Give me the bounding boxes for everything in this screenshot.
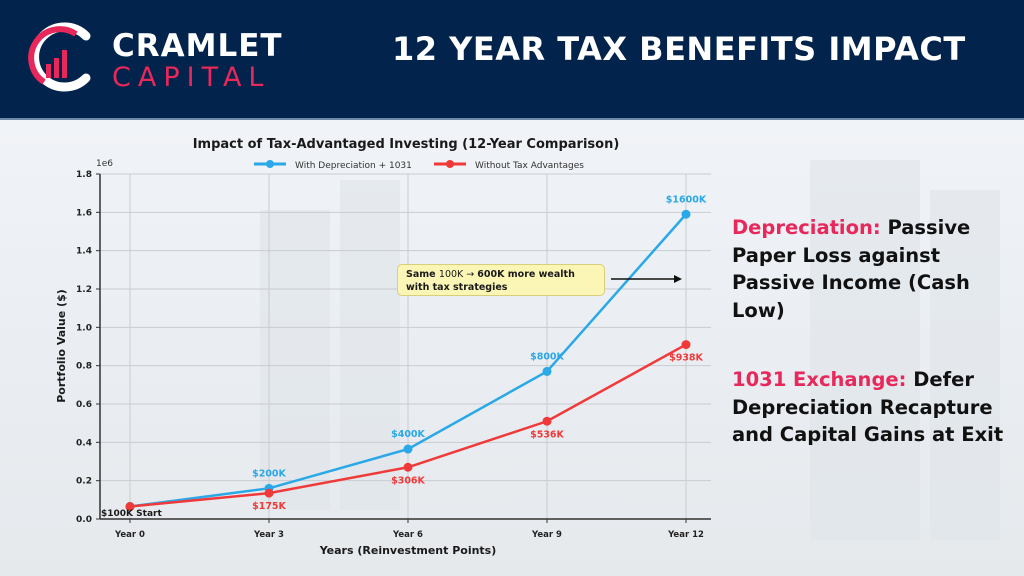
header-divider: [0, 118, 1024, 120]
series-without-tax-advantages-data-label: $175K: [252, 501, 286, 512]
x-tick-label: Year 3: [253, 530, 284, 540]
x-tick-label: Year 6: [392, 530, 423, 540]
series: [125, 209, 691, 512]
series-with-depreciation-data-label: $1600K: [666, 194, 707, 205]
series-with-depreciation-point: [681, 209, 691, 219]
header-bar: CRAMLET CAPITAL 12 YEAR TAX BENEFITS IMP…: [0, 0, 1024, 118]
annotation-box: Same 100K → 600K more wealth with tax st…: [397, 264, 605, 296]
series-with-depreciation-point: [542, 366, 552, 376]
page-title: 12 YEAR TAX BENEFITS IMPACT: [392, 30, 966, 68]
series-without-tax-advantages-point: [542, 416, 552, 426]
series-without-tax-advantages-point: [125, 502, 135, 512]
y-tick-label: 0.8: [76, 362, 92, 372]
legend-marker-with: [266, 160, 274, 168]
legend-label-with: With Depreciation + 1031: [295, 161, 412, 171]
y-tick-label: 0.6: [76, 400, 92, 410]
annotation-light: 100K →: [438, 269, 478, 280]
series-without-tax-advantages-point: [403, 462, 413, 472]
background-building: [930, 190, 1000, 540]
side-item-depreciation: Depreciation: Passive Paper Loss against…: [732, 214, 1012, 324]
series-without-tax-advantages-point: [264, 488, 274, 498]
x-axis-label: Years (Reinvestment Points): [319, 544, 497, 557]
series-with-depreciation-data-label: $400K: [391, 429, 425, 440]
annotation-prefix: Same: [406, 269, 439, 280]
side-text: Passive Paper Loss against Passive Incom…: [732, 216, 971, 322]
y-tick-label: 1.8: [76, 170, 92, 180]
y-tick-label: 1.6: [76, 208, 92, 218]
data-labels: $200K $400K $800K $1600K $175K $306K $536K $938…: [252, 194, 707, 512]
series-with-depreciation-data-label: $200K: [252, 468, 286, 479]
y-tick-label: 0.0: [76, 515, 92, 525]
series-with-depreciation-point: [403, 444, 413, 454]
annotation-arrow: [611, 275, 682, 283]
cramlet-logo-icon: [28, 22, 91, 92]
y-tick-label: 1.2: [76, 285, 92, 295]
series-without-tax-advantages-data-label: $938K: [669, 353, 703, 364]
legend-label-without: Without Tax Advantages: [475, 161, 584, 171]
side-text: Defer Depreciation Recapture and Capital…: [732, 368, 1004, 446]
side-item-1031-exchange: 1031 Exchange: Defer Depreciation Recapt…: [732, 366, 1012, 449]
x-tick-label: Year 0: [114, 530, 145, 540]
y-offset-label: 1e6: [96, 159, 113, 169]
brand-name: CRAMLET: [112, 28, 283, 64]
annotation-suffix: 600K more wealth with tax strategies: [406, 269, 575, 293]
start-label: $100K Start: [101, 509, 162, 519]
axes: 0.0 0.2 0.4 0.6 0.8 1.0 1.2 1.4 1.6 1.8 Year 0 Year…: [76, 170, 711, 540]
series-without-tax-advantages-point: [681, 340, 691, 350]
y-tick-label: 0.4: [76, 438, 92, 448]
x-tick-label: Year 12: [667, 530, 704, 540]
side-term: Depreciation:: [732, 216, 881, 239]
y-tick-label: 1.4: [76, 247, 92, 257]
series-without-tax-advantages-data-label: $306K: [391, 475, 425, 486]
x-tick-label: Year 9: [531, 530, 562, 540]
series-with-depreciation-data-label: $800K: [530, 351, 564, 362]
series-without-tax-advantages-data-label: $536K: [530, 429, 564, 440]
y-tick-label: 1.0: [76, 323, 92, 333]
legend: With Depreciation + 1031 Without Tax Adv…: [254, 160, 584, 171]
background-building: [260, 210, 330, 510]
legend-item-without: Without Tax Advantages: [434, 160, 584, 171]
chart-title: Impact of Tax-Advantaged Investing (12-Y…: [193, 137, 620, 152]
legend-item-with: With Depreciation + 1031: [254, 160, 412, 171]
brand-subname: CAPITAL: [112, 62, 271, 93]
y-tick-label: 0.2: [76, 477, 92, 487]
background-building: [810, 160, 920, 540]
side-term: 1031 Exchange:: [732, 368, 907, 391]
legend-marker-without: [446, 160, 454, 168]
y-axis-label: Portfolio Value ($): [55, 289, 68, 403]
